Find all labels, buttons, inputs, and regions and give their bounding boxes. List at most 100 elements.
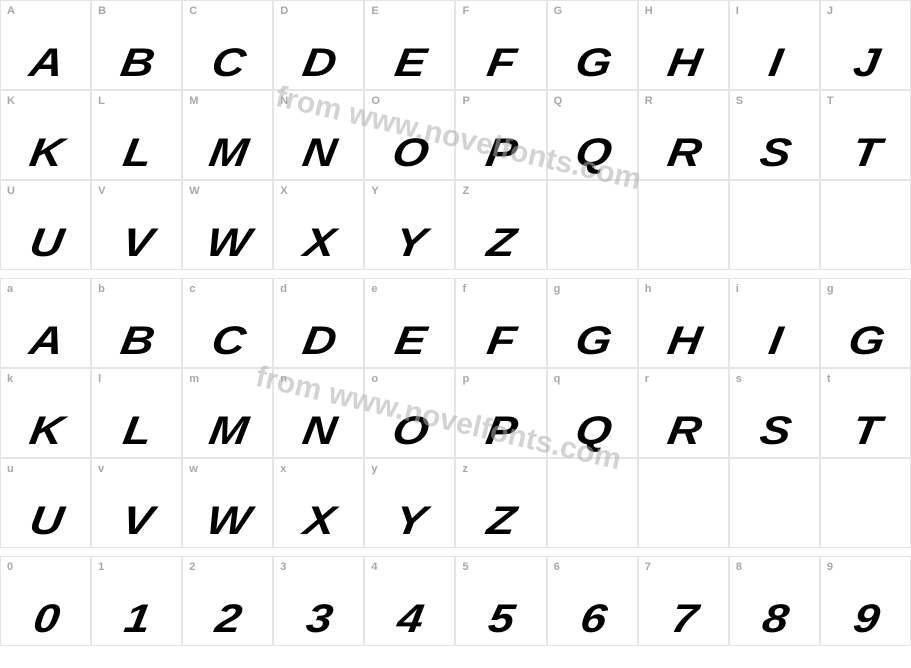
glyph-cell: YY <box>364 180 455 270</box>
glyph-cell-empty <box>820 458 911 548</box>
grid-spacer <box>0 270 911 278</box>
glyph-cell: 11 <box>91 556 182 646</box>
glyph-cell-label: V <box>98 185 105 197</box>
glyph-cell: gG <box>547 278 638 368</box>
glyph-cell: KK <box>0 90 91 180</box>
glyph-cell: NN <box>273 90 364 180</box>
glyph-cell: kK <box>0 368 91 458</box>
glyph-cell: 55 <box>455 556 546 646</box>
glyph-cell-label: f <box>462 283 466 295</box>
glyph-cell-label: E <box>371 5 378 17</box>
glyph-cell-label: s <box>736 373 742 385</box>
glyph-cell-label: q <box>554 373 561 385</box>
glyph-cell-label: S <box>736 95 743 107</box>
glyph-cell-empty <box>820 180 911 270</box>
glyph-cell-label: R <box>645 95 653 107</box>
glyph-cell-label: g <box>554 283 561 295</box>
glyph-cell: DD <box>273 0 364 90</box>
glyph-cell-label: h <box>645 283 652 295</box>
glyph-cell-label: C <box>189 5 197 17</box>
glyph-cell-label: m <box>189 373 199 385</box>
glyph-cell-label: 8 <box>736 561 742 573</box>
glyph-cell-label: H <box>645 5 653 17</box>
glyph-cell-label: Z <box>462 185 469 197</box>
glyph-cell: lL <box>91 368 182 458</box>
glyph-cell: uU <box>0 458 91 548</box>
glyph-cell: hH <box>638 278 729 368</box>
glyph-cell-label: v <box>98 463 104 475</box>
glyph-cell: 66 <box>547 556 638 646</box>
glyph-cell-label: B <box>98 5 106 17</box>
glyph-cell: mM <box>182 368 273 458</box>
glyph-cell: tT <box>820 368 911 458</box>
glyph-cell: 00 <box>0 556 91 646</box>
glyph-cell: XX <box>273 180 364 270</box>
glyph-cell: fF <box>455 278 546 368</box>
glyph-cell: HH <box>638 0 729 90</box>
glyph-cell: BB <box>91 0 182 90</box>
glyph-cell: vV <box>91 458 182 548</box>
glyph-cell-label: T <box>827 95 834 107</box>
glyph-cell-label: W <box>189 185 199 197</box>
glyph-cell: LL <box>91 90 182 180</box>
glyph-cell-label: r <box>645 373 649 385</box>
glyph-cell: 99 <box>820 556 911 646</box>
glyph-cell-label: o <box>371 373 378 385</box>
glyph-cell: iI <box>729 278 820 368</box>
glyph-cell-label: g <box>827 283 834 295</box>
glyph-cell-label: b <box>98 283 105 295</box>
glyph-cell: oO <box>364 368 455 458</box>
glyph-cell: qQ <box>547 368 638 458</box>
glyph-cell: MM <box>182 90 273 180</box>
glyph-cell-label: 6 <box>554 561 560 573</box>
glyph-cell-glyph: T <box>811 411 911 451</box>
glyph-cell: dD <box>273 278 364 368</box>
glyph-cell-label: X <box>280 185 287 197</box>
glyph-cell-glyph: Z <box>447 223 556 263</box>
glyph-cell-label: y <box>371 463 377 475</box>
glyph-cell-label: P <box>462 95 469 107</box>
glyph-cell: GG <box>547 0 638 90</box>
glyph-cell-label: d <box>280 283 287 295</box>
glyph-cell-label: J <box>827 5 833 17</box>
glyph-cell: OO <box>364 90 455 180</box>
glyph-cell: pP <box>455 368 546 458</box>
glyph-cell: 88 <box>729 556 820 646</box>
glyph-cell-label: 4 <box>371 561 377 573</box>
glyph-cell: xX <box>273 458 364 548</box>
glyph-cell-label: c <box>189 283 195 295</box>
glyph-cell: eE <box>364 278 455 368</box>
glyph-cell: JJ <box>820 0 911 90</box>
glyph-cell-label: e <box>371 283 377 295</box>
glyph-cell: PP <box>455 90 546 180</box>
glyph-cell: bB <box>91 278 182 368</box>
glyph-cell-label: L <box>98 95 105 107</box>
glyph-cell: gG <box>820 278 911 368</box>
glyph-cell: 33 <box>273 556 364 646</box>
glyph-cell: wW <box>182 458 273 548</box>
glyph-cell-label: N <box>280 95 288 107</box>
glyph-cell-label: M <box>189 95 198 107</box>
glyph-cell: UU <box>0 180 91 270</box>
glyph-cell-empty <box>547 458 638 548</box>
glyph-cell-label: 3 <box>280 561 286 573</box>
glyph-cell-empty <box>729 180 820 270</box>
glyph-cell: EE <box>364 0 455 90</box>
glyph-cell-label: p <box>462 373 469 385</box>
glyph-cell-label: n <box>280 373 287 385</box>
glyph-cell: SS <box>729 90 820 180</box>
glyph-cell: 44 <box>364 556 455 646</box>
glyph-cell: FF <box>455 0 546 90</box>
glyph-cell-label: 2 <box>189 561 195 573</box>
glyph-cell: cC <box>182 278 273 368</box>
glyph-cell: nN <box>273 368 364 458</box>
glyph-cell-label: K <box>7 95 15 107</box>
glyph-cell-glyph: J <box>811 43 911 83</box>
glyph-cell-label: A <box>7 5 15 17</box>
glyph-cell: CC <box>182 0 273 90</box>
glyph-cell-label: 0 <box>7 561 13 573</box>
glyph-cell-label: 5 <box>462 561 468 573</box>
glyph-cell: 77 <box>638 556 729 646</box>
glyph-cell-label: i <box>736 283 739 295</box>
glyph-cell-label: w <box>189 463 198 475</box>
